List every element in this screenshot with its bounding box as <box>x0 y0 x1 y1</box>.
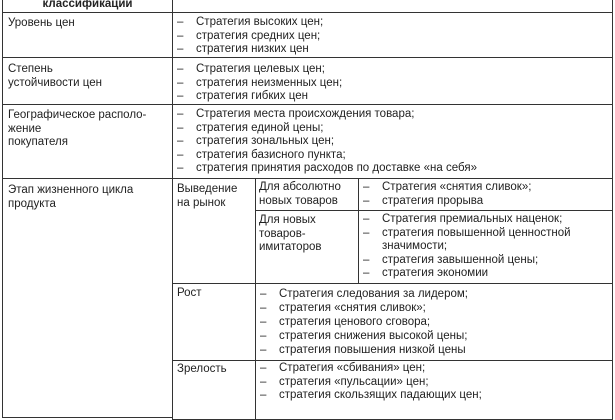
strategy-list: Стратегия места происхождения товара; ст… <box>172 104 613 179</box>
criterion-cell: Географическое располо- жение покупателя <box>2 104 173 179</box>
product-type-cell: Для новых товаров- имитаторов <box>255 210 359 284</box>
list-item: стратегия экономии <box>363 267 608 281</box>
criterion-cell: Уровень цен <box>2 12 173 58</box>
criterion-cell: Этап жизненного цикла продукта <box>2 178 173 418</box>
stage-text: на рынок <box>177 196 226 209</box>
criterion-text: устойчивости цен <box>8 76 102 89</box>
list-item: стратегия «снятия сливок»; <box>260 301 608 315</box>
list-item: стратегия повышения низкой цены <box>260 343 608 357</box>
stage-text: Выведение <box>177 183 238 195</box>
strategy-list: Стратегия следования за лидером; стратег… <box>255 283 613 361</box>
list-item: стратегия скользящих падающих цен; <box>260 389 608 403</box>
criterion-text: Степень <box>8 63 53 75</box>
strategy-list: Стратегия «снятия сливок»; стратегия про… <box>358 178 613 211</box>
criterion-text: Уровень цен <box>8 17 75 29</box>
list-item: Стратегия целевых цен; <box>177 63 608 77</box>
list-item: стратегия средних цен; <box>177 30 608 44</box>
stage-text: Зрелость <box>177 363 227 375</box>
list-item: стратегия зональных цен; <box>177 135 608 149</box>
criterion-text: жение <box>8 122 42 135</box>
product-type-text: Для абсолютно <box>259 181 341 193</box>
list-item: стратегия ценового сговора; <box>260 315 608 329</box>
list-item: Стратегия места происхождения товара; <box>177 108 608 122</box>
list-item: стратегия принятия расходов по доставке … <box>177 162 608 176</box>
list-item: стратегия базисного пункта; <box>177 149 608 163</box>
strategy-list: Стратегия целевых цен; стратегия неизмен… <box>172 57 613 105</box>
stage-cell-growth: Рост <box>172 283 256 361</box>
strategy-list: Стратегия «сбивания» цен; стратегия «пул… <box>255 360 613 420</box>
stage-text: Рост <box>177 287 202 299</box>
list-item: стратегия повышенной ценностной <box>363 227 608 241</box>
list-item: Стратегия премиальных наценок; <box>363 213 608 227</box>
product-type-text: Для новых <box>259 214 316 226</box>
list-item: стратегия завышенной цены; <box>363 254 608 268</box>
list-item: стратегия низких цен <box>177 43 608 57</box>
list-item: стратегия снижения высокой цены; <box>260 329 608 343</box>
criterion-text: Этап жизненного цикла <box>8 184 134 196</box>
criterion-text: продукта <box>8 197 56 210</box>
criterion-text: покупателя <box>8 136 68 149</box>
list-item: Стратегия высоких цен; <box>177 16 608 30</box>
list-item: Стратегия «сбивания» цен; <box>260 362 608 376</box>
stage-cell-maturity: Зрелость <box>172 360 256 420</box>
list-item: Стратегия следования за лидером; <box>260 287 608 301</box>
product-type-text: новых товаров <box>259 194 338 207</box>
product-type-cell: Для абсолютно новых товаров <box>255 178 359 211</box>
criterion-cell: Степень устойчивости цен <box>2 57 173 105</box>
criterion-text: Географическое располо- <box>8 109 147 121</box>
list-item: стратегия гибких цен <box>177 90 608 104</box>
list-item: стратегия «пульсации» цен; <box>260 376 608 390</box>
list-item: стратегия неизменных цен; <box>177 77 608 91</box>
list-item: стратегия единой цены; <box>177 122 608 136</box>
header-text: классификации <box>42 0 133 10</box>
strategy-list: Стратегия премиальных наценок; стратегия… <box>358 210 613 284</box>
list-item: стратегия прорыва <box>363 195 608 209</box>
stage-cell-intro: Выведение на рынок <box>172 178 256 284</box>
strategy-list: Стратегия высоких цен; стратегия средних… <box>172 12 613 58</box>
list-item: Стратегия «снятия сливок»; <box>363 181 608 195</box>
list-item-continuation: значимости; <box>382 240 448 252</box>
product-type-text: товаров- <box>259 227 306 240</box>
product-type-text: имитаторов <box>259 241 322 253</box>
